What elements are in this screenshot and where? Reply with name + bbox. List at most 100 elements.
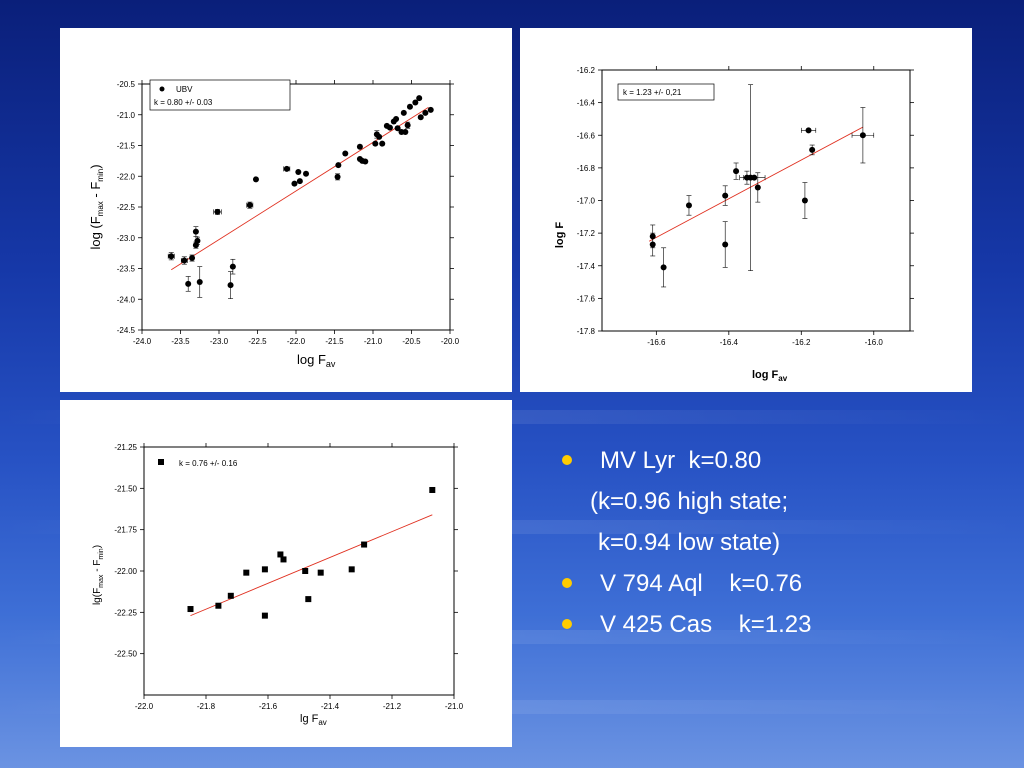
bullet-text: MV Lyr k=0.80 bbox=[600, 447, 762, 474]
point-marker bbox=[215, 602, 222, 609]
data-point bbox=[417, 114, 424, 121]
data-point bbox=[660, 247, 667, 288]
data-point bbox=[229, 258, 236, 275]
y-tick-label: -17.4 bbox=[577, 262, 596, 271]
data-point bbox=[196, 266, 203, 298]
y-tick-label: -24.5 bbox=[117, 326, 136, 335]
data-point bbox=[801, 182, 808, 219]
data-point bbox=[189, 254, 196, 262]
x-tick-label: -21.8 bbox=[197, 702, 216, 711]
point-marker bbox=[280, 556, 287, 563]
legend-marker bbox=[158, 459, 164, 465]
data-point bbox=[213, 208, 222, 215]
chart-panel-v794-aql: -22.0 -21.8 -21.6 -21.4 -21.2 -21.0 -21.25 -21.… bbox=[60, 400, 512, 747]
data-point bbox=[280, 556, 287, 563]
x-tick-label: -24.0 bbox=[133, 337, 152, 346]
data-point bbox=[722, 221, 729, 268]
x-tick-label: -22.0 bbox=[135, 702, 154, 711]
point-marker bbox=[801, 197, 808, 204]
x-axis-label: log Fav bbox=[752, 369, 788, 383]
data-point bbox=[302, 568, 309, 574]
bullet-text: V 794 Aql k=0.76 bbox=[600, 570, 803, 597]
point-marker bbox=[416, 95, 423, 102]
chart-v794-aql: -22.0 -21.8 -21.6 -21.4 -21.2 -21.0 -21.25 -21.… bbox=[92, 443, 464, 727]
point-marker bbox=[348, 566, 355, 573]
point-marker bbox=[189, 255, 196, 262]
x-tick-label: -21.4 bbox=[321, 702, 340, 711]
point-marker bbox=[181, 257, 188, 264]
point-marker bbox=[227, 592, 234, 599]
x-tick-label: -21.0 bbox=[364, 337, 383, 346]
point-marker bbox=[733, 168, 740, 175]
chart-panel-mv-lyr: -24.0 -23.5 -23.0 -22.5 -22.0 -21.5 -21.0 -20.5… bbox=[60, 28, 512, 392]
x-tick-label: -16.2 bbox=[792, 338, 811, 347]
fit-line bbox=[190, 514, 433, 617]
point-marker bbox=[660, 264, 667, 271]
data-point bbox=[400, 109, 407, 116]
data-point bbox=[342, 150, 349, 157]
y-tick-label: -20.5 bbox=[117, 80, 136, 89]
plot-frame bbox=[601, 69, 911, 332]
data-point bbox=[180, 256, 188, 265]
data-point bbox=[283, 165, 291, 172]
point-marker bbox=[168, 253, 175, 260]
data-point bbox=[386, 124, 393, 131]
point-marker bbox=[417, 114, 424, 121]
point-marker bbox=[393, 116, 400, 123]
y-tick-label: -23.5 bbox=[117, 265, 136, 274]
data-point bbox=[376, 133, 383, 140]
point-marker bbox=[261, 612, 268, 619]
point-marker bbox=[334, 173, 341, 180]
legend-fit-text: k = 0.76 +/- 0.16 bbox=[179, 459, 238, 468]
point-marker bbox=[291, 180, 298, 187]
data-point bbox=[404, 121, 411, 129]
point-marker bbox=[246, 202, 253, 209]
point-marker bbox=[227, 282, 234, 289]
data-point bbox=[227, 271, 234, 299]
y-tick-label: -22.0 bbox=[117, 172, 136, 181]
data-point bbox=[192, 226, 199, 237]
point-marker bbox=[277, 551, 284, 558]
point-marker bbox=[722, 192, 729, 199]
data-point bbox=[427, 106, 434, 113]
data-point bbox=[348, 566, 355, 573]
y-tick-label: -17.0 bbox=[577, 197, 596, 206]
point-marker bbox=[243, 569, 250, 576]
data-point bbox=[429, 486, 436, 493]
bullet-item: V 425 Cas k=1.23 bbox=[562, 604, 1002, 645]
y-tick-label: -23.0 bbox=[117, 234, 136, 243]
x-tick-label: -23.0 bbox=[210, 337, 229, 346]
data-point bbox=[305, 596, 312, 603]
bullet-dot bbox=[562, 578, 572, 588]
y-tick-label: -16.6 bbox=[577, 131, 596, 140]
chart-mv-lyr: -24.0 -23.5 -23.0 -22.5 -22.0 -21.5 -21.0 -20.5… bbox=[88, 79, 460, 369]
data-point bbox=[649, 232, 656, 257]
y-tick-label: -24.0 bbox=[117, 295, 136, 304]
data-point bbox=[743, 174, 766, 181]
point-marker bbox=[196, 279, 203, 286]
data-point bbox=[800, 127, 817, 134]
y-tick-label: -16.4 bbox=[577, 99, 596, 108]
point-marker bbox=[404, 122, 411, 129]
y-tick-label: -21.5 bbox=[117, 142, 136, 151]
y-tick-label: -22.5 bbox=[117, 203, 136, 212]
bullet-item: V 794 Aql k=0.76 bbox=[562, 563, 1002, 604]
y-tick-label: -21.0 bbox=[117, 111, 136, 120]
point-marker bbox=[342, 150, 349, 157]
bullet-text: V 425 Cas k=1.23 bbox=[600, 611, 812, 638]
point-marker bbox=[402, 128, 409, 135]
data-point bbox=[416, 95, 423, 102]
bullet-continuation: (k=0.96 high state; bbox=[590, 488, 789, 515]
data-point bbox=[227, 592, 234, 599]
data-point bbox=[372, 140, 379, 147]
y-axis-label: lg(Fmax - Fmin) bbox=[92, 545, 105, 605]
data-point bbox=[722, 185, 729, 206]
bullet-continuation: k=0.94 low state) bbox=[598, 529, 781, 556]
fit-line bbox=[648, 126, 864, 242]
x-tick-label: -22.0 bbox=[287, 337, 306, 346]
point-marker bbox=[261, 566, 268, 573]
data-point bbox=[295, 168, 302, 175]
point-marker bbox=[187, 606, 194, 613]
x-tick-label: -20.0 bbox=[441, 337, 460, 346]
data-point bbox=[277, 551, 284, 558]
